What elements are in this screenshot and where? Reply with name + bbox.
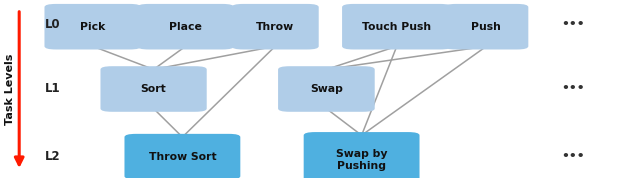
FancyBboxPatch shape [232,4,319,49]
Text: Push: Push [472,22,501,32]
FancyBboxPatch shape [342,4,452,49]
Text: Throw: Throw [256,22,294,32]
Text: Swap by
Pushing: Swap by Pushing [336,149,387,171]
Text: •••: ••• [561,18,584,32]
FancyBboxPatch shape [303,132,420,178]
FancyBboxPatch shape [278,66,375,112]
Text: L1: L1 [45,82,61,95]
FancyBboxPatch shape [44,4,141,49]
Text: Throw Sort: Throw Sort [148,152,216,162]
FancyBboxPatch shape [100,66,207,112]
Text: Place: Place [169,22,202,32]
Text: Touch Push: Touch Push [362,22,431,32]
FancyBboxPatch shape [445,4,529,49]
Text: L0: L0 [45,18,61,32]
Text: •••: ••• [561,150,584,163]
FancyBboxPatch shape [138,4,234,49]
Text: Pick: Pick [80,22,106,32]
Text: L2: L2 [45,150,61,163]
Text: Swap: Swap [310,84,343,94]
Text: •••: ••• [561,82,584,95]
Text: Task Levels: Task Levels [4,53,15,125]
Text: Sort: Sort [141,84,166,94]
FancyBboxPatch shape [124,134,240,178]
